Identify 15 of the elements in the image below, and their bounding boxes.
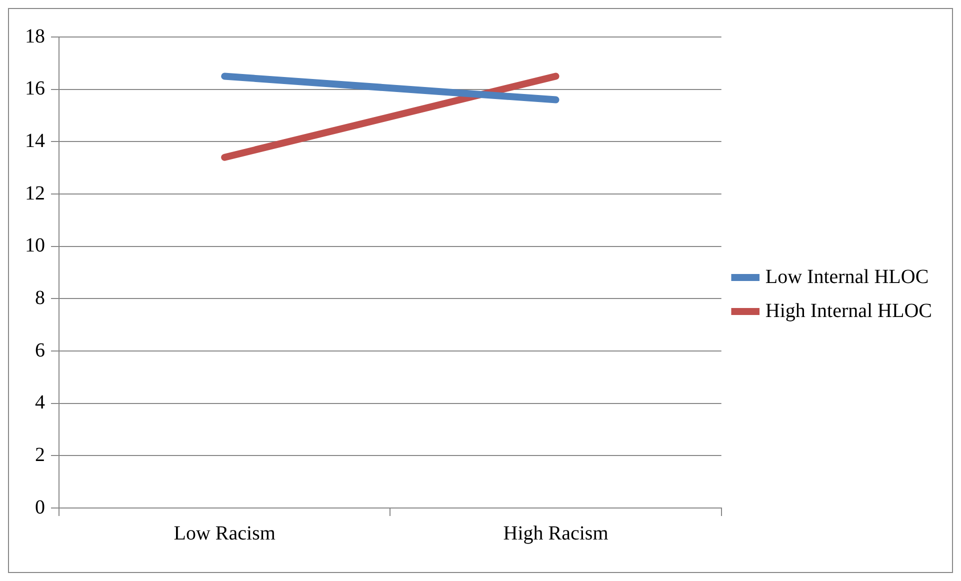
y-tick-label: 4 [35,392,45,414]
y-tick-label: 6 [35,339,45,362]
legend-label: Low Internal HLOC [765,266,929,288]
y-tick-label: 14 [25,130,45,152]
y-tick-label: 12 [25,182,45,204]
legend-label: High Internal HLOC [765,300,932,322]
y-tick-label: 16 [25,78,45,100]
y-tick-label: 0 [35,496,45,518]
x-tick-label: Low Racism [174,522,276,544]
x-tick-label: High Racism [503,522,609,544]
y-tick-label: 8 [35,286,45,309]
y-tick-label: 2 [35,444,45,466]
y-tick-label: 10 [25,234,45,257]
y-tick-label: 18 [25,25,45,48]
frame: Low Internal HLOC High Internal HLOC Low Racism High Racism 0 2 4 6 8 10 12 14 16 18 [8,8,953,573]
